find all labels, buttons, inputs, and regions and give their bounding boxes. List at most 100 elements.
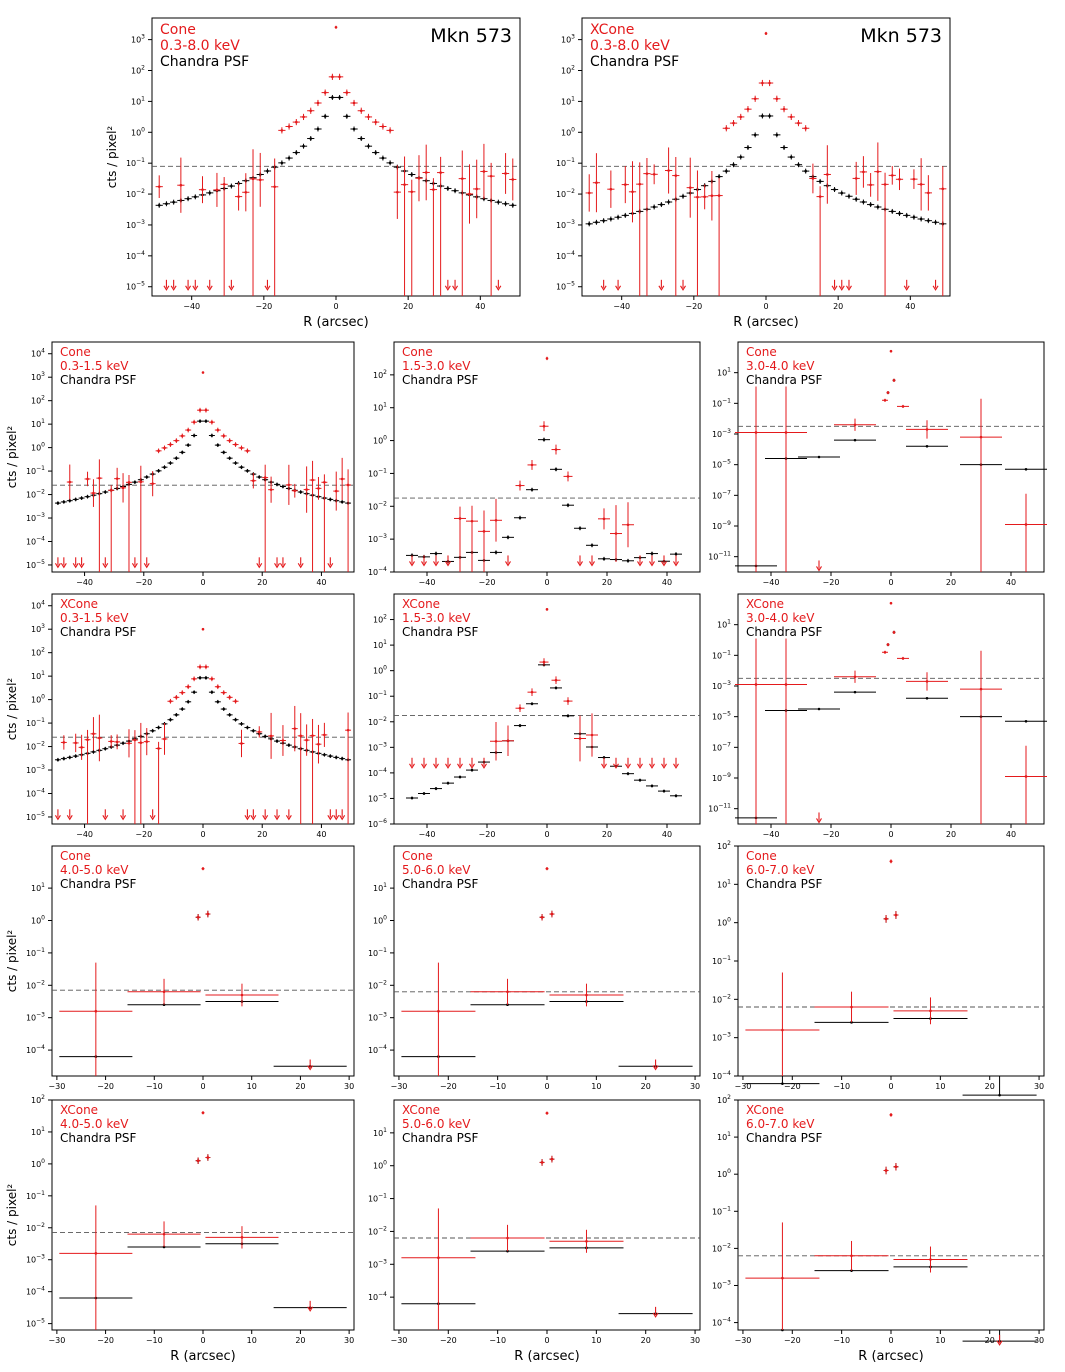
data-point <box>1024 775 1028 778</box>
data-point <box>266 169 269 173</box>
data-point <box>889 1113 893 1117</box>
label-mode: XCone <box>60 1103 98 1117</box>
data-point <box>157 726 160 729</box>
y-tick-label: 10−5 <box>26 1318 45 1329</box>
data-point <box>497 200 500 204</box>
data-point <box>139 480 143 484</box>
data-point <box>56 758 60 762</box>
data-point <box>62 757 66 760</box>
upper-limit-arrow <box>652 1312 659 1318</box>
x-tick-label: 0 <box>544 1082 549 1091</box>
x-tick-label: −20 <box>479 578 496 587</box>
data-point <box>186 197 190 200</box>
data-point <box>257 730 261 734</box>
psf-series <box>54 419 352 505</box>
data-point <box>163 737 166 741</box>
data-point <box>172 200 175 204</box>
data-point <box>115 477 119 480</box>
data-point <box>775 133 779 137</box>
data-point <box>506 739 510 743</box>
data-point <box>62 500 66 504</box>
x-tick-label: −20 <box>823 578 840 587</box>
data-point <box>725 169 728 173</box>
data-point <box>889 860 893 863</box>
data-point <box>323 753 326 757</box>
psf-series <box>735 378 1047 568</box>
panel-p5: −40 −20 0 20 40 10−11 10−9 10−7 10−5 10−3 10−1 101 C… <box>708 341 1047 587</box>
data-point <box>587 191 591 195</box>
x-axis-label: R (arcsec) <box>858 1349 923 1364</box>
y-tick-label: 102 <box>31 1094 45 1105</box>
data-point <box>198 676 202 680</box>
data-point <box>782 107 786 111</box>
y-tick-label: 10−3 <box>712 680 731 691</box>
data-point <box>151 729 154 733</box>
data-point <box>258 178 262 182</box>
data-point <box>833 188 836 191</box>
data-point <box>782 146 786 149</box>
upper-limit-arrow <box>421 561 427 567</box>
data-point <box>889 601 893 605</box>
x-tick-label: 0 <box>200 1336 205 1345</box>
source-series <box>155 25 517 296</box>
upper-limit-arrow <box>445 561 451 567</box>
data-point <box>912 177 916 181</box>
data-point <box>869 183 872 187</box>
x-tick-label: −40 <box>183 302 200 311</box>
data-point <box>295 151 298 154</box>
x-tick-label: 20 <box>946 830 956 839</box>
x-tick-label: 20 <box>602 830 612 839</box>
y-tick-label: 102 <box>31 395 45 406</box>
data-point <box>204 665 208 669</box>
data-point <box>979 435 983 439</box>
data-point <box>652 205 656 209</box>
data-point <box>482 530 486 533</box>
upper-limit-arrow <box>452 285 459 291</box>
data-point <box>545 1111 549 1115</box>
data-point <box>346 483 350 487</box>
data-point <box>506 536 510 539</box>
y-tick-label: 10−1 <box>26 717 45 728</box>
y-tick-label: 10−4 <box>712 1317 731 1328</box>
data-point <box>263 476 267 479</box>
y-tick-label: 103 <box>561 34 575 45</box>
data-point <box>892 379 896 382</box>
x-tick-label: −30 <box>734 1082 751 1091</box>
data-point <box>323 115 327 118</box>
y-tick-label: 10−3 <box>368 1012 387 1023</box>
data-point <box>275 483 279 486</box>
data-point <box>453 189 457 193</box>
data-point <box>216 443 220 447</box>
x-tick-label: −20 <box>823 830 840 839</box>
data-point <box>281 485 285 488</box>
data-point <box>204 408 208 412</box>
panel-p8: −40 −20 0 20 40 10−11 10−9 10−7 10−5 10−3 10−1 101 X… <box>708 593 1047 839</box>
data-point <box>1024 523 1028 526</box>
data-point <box>374 151 377 154</box>
label-psf: Chandra PSF <box>60 625 137 639</box>
x-tick-label: −20 <box>97 1336 114 1345</box>
x-tick-label: −20 <box>784 1082 801 1091</box>
data-point <box>410 190 414 194</box>
source-series <box>54 371 352 572</box>
data-point <box>80 746 83 749</box>
source-series <box>54 627 352 824</box>
label-mode: XCone <box>590 22 634 38</box>
data-point <box>246 449 249 453</box>
data-point <box>667 169 670 172</box>
x-tick-label: 20 <box>403 302 413 311</box>
data-point <box>345 91 349 94</box>
data-point <box>334 489 338 493</box>
data-point <box>331 96 334 99</box>
upper-limit-arrow <box>661 561 667 567</box>
x-tick-label: 20 <box>985 1082 995 1091</box>
data-point <box>1024 719 1028 723</box>
data-point <box>133 738 137 742</box>
data-point <box>162 1232 166 1236</box>
label-mode: Cone <box>402 345 433 359</box>
x-tick-label: −30 <box>734 1336 751 1345</box>
data-point <box>273 185 276 189</box>
data-point <box>417 176 421 180</box>
x-tick-label: −10 <box>146 1336 163 1345</box>
upper-limit-arrow <box>433 763 439 769</box>
